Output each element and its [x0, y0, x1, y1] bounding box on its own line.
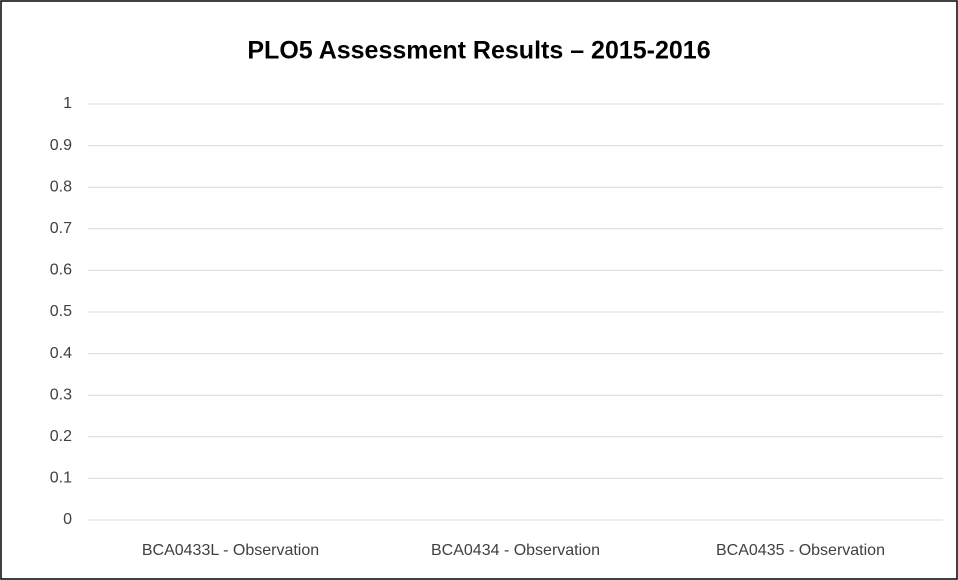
chart-title: PLO5 Assessment Results – 2015-2016: [247, 37, 710, 65]
y-tick-label: 0.4: [50, 345, 72, 362]
x-tick-label: BCA0435 - Observation: [716, 542, 885, 559]
y-tick-label: 0.2: [50, 428, 72, 445]
y-tick-label: 0.8: [50, 178, 72, 195]
y-tick-label: 0.1: [50, 470, 72, 487]
y-tick-label: 0.3: [50, 386, 72, 403]
y-tick-label: 1: [63, 95, 72, 112]
x-tick-label: BCA0433L - Observation: [142, 542, 319, 559]
y-tick-label: 0.9: [50, 137, 72, 154]
y-tick-label: 0.5: [50, 303, 72, 320]
x-tick-label: BCA0434 - Observation: [431, 542, 600, 559]
y-tick-label: 0.6: [50, 262, 72, 279]
y-tick-label: 0: [63, 511, 72, 528]
y-tick-label: 0.7: [50, 220, 72, 237]
